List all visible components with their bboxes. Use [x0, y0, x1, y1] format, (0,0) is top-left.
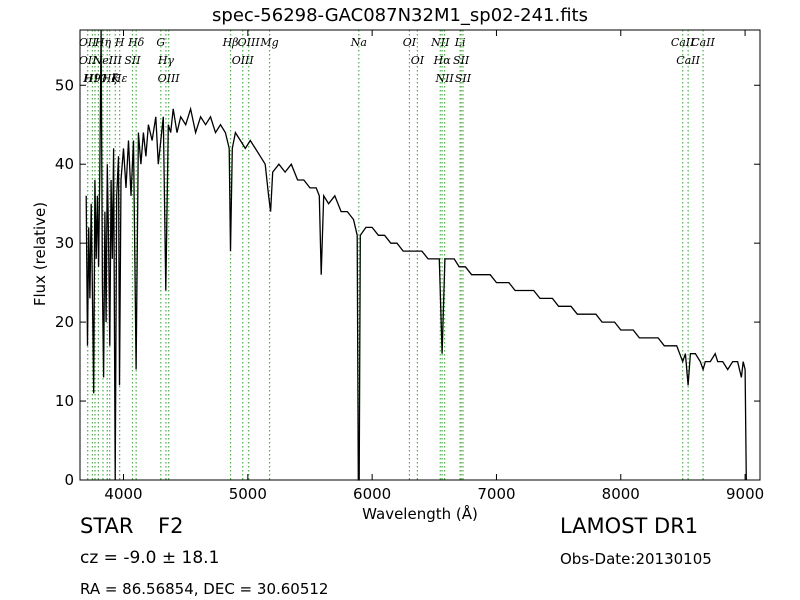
spectral-line-markers: [87, 30, 704, 480]
chart-title: spec-56298-GAC087N32M1_sp02-241.fits: [212, 5, 588, 26]
spectral-line-label: H: [114, 36, 125, 49]
y-axis-label: Flux (relative): [31, 201, 49, 307]
flux-series-line: [85, 29, 747, 481]
y-tick-label: 10: [55, 392, 74, 410]
spectral-line-label: OII: [79, 54, 97, 67]
y-tick-label: 40: [55, 155, 74, 173]
spectral-line-label: OIII: [232, 54, 255, 67]
spectral-line-label: Hβ: [222, 36, 239, 49]
y-tick-label: 30: [55, 234, 74, 252]
flux-series: [85, 29, 747, 481]
spectral-line-label: Hα: [433, 54, 452, 67]
x-tick-label: 8000: [602, 485, 640, 503]
x-tick-label: 5000: [229, 485, 267, 503]
spectral-line-label: Hε: [111, 72, 128, 85]
spectral-line-label: G: [156, 36, 165, 49]
x-axis-label: Wavelength (Å): [362, 505, 478, 523]
spectral-line-label: NeIII: [92, 54, 123, 67]
spectral-line-label: Li: [454, 36, 466, 49]
y-axis-ticks: 0 10 20 30 40 50: [55, 76, 760, 489]
subclass-label: F2: [158, 514, 184, 538]
spectral-line-label: NII: [434, 72, 454, 85]
x-axis-ticks: 4000 5000 6000 7000 8000 9000: [104, 30, 764, 503]
class-label: STAR: [80, 514, 134, 538]
spectral-line-label: OIII: [238, 36, 261, 49]
obs-date-text: Obs-Date:20130105: [560, 550, 712, 568]
y-tick-label: 0: [64, 471, 74, 489]
spectral-line-label: Hγ: [157, 54, 175, 67]
y-tick-label: 20: [55, 313, 74, 331]
spectral-line-label: K: [110, 72, 120, 85]
y-tick-label: 50: [55, 76, 74, 94]
spectral-line-label: H9: [83, 72, 101, 85]
redshift-text: cz = -9.0 ± 18.1: [80, 548, 220, 568]
spectral-line-label: OIII: [158, 72, 181, 85]
spectral-line-label: H10: [82, 72, 107, 85]
spectral-line-label: OII: [79, 36, 97, 49]
spectral-line-label: CaII: [691, 36, 715, 49]
survey-label: LAMOST DR1: [560, 514, 699, 538]
spectral-line-label: Na: [350, 36, 367, 49]
x-tick-label: 4000: [104, 485, 142, 503]
coordinates-text: RA = 86.56854, DEC = 30.60512: [80, 580, 329, 598]
x-tick-label: 7000: [477, 485, 515, 503]
x-tick-label: 9000: [726, 485, 764, 503]
spectral-line-label: SII: [124, 54, 141, 67]
spectral-line-label: SII: [455, 72, 472, 85]
x-tick-label: 6000: [353, 485, 391, 503]
spectral-line-label: CaII: [671, 36, 695, 49]
spectral-line-label: Hζ: [101, 72, 119, 85]
plot-frame: [79, 29, 761, 481]
spectral-line-label: Mg: [259, 36, 278, 49]
spectral-line-label: Hη: [94, 36, 112, 49]
spectral-line-label: SII: [453, 54, 470, 67]
spectral-line-label: OI: [411, 54, 425, 67]
spectral-line-label: Hδ: [127, 36, 145, 49]
spectral-line-label: NII: [430, 36, 450, 49]
spectral-line-label: OI: [403, 36, 417, 49]
spectral-line-label: CaII: [676, 54, 700, 67]
